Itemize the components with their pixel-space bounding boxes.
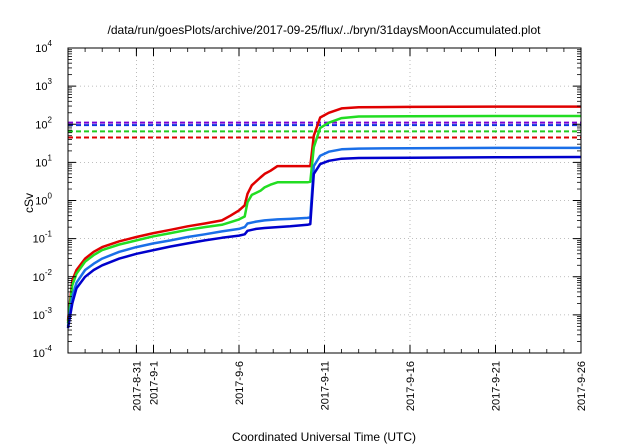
x-ticks: 2017-8-31 2017-9-1 2017-9-6 2017-9-11 2017-9… [67, 48, 588, 411]
y-tick-base: 10 [35, 43, 47, 55]
y-tick-label: 103 [35, 77, 52, 93]
y-tick-label: 10-4 [33, 344, 53, 360]
y-tick-base: 10 [33, 310, 45, 322]
y-tick-exponent: 4 [48, 39, 53, 48]
y-tick-base: 10 [33, 234, 45, 246]
grid [68, 47, 582, 354]
y-tick-label: 101 [35, 153, 52, 169]
x-tick-label: 2017-8-31 [131, 361, 143, 411]
x-tick-label: 2017-9-6 [234, 361, 246, 405]
series-line [66, 146, 581, 327]
y-tick-label: 10-1 [33, 230, 53, 246]
y-tick-base: 10 [35, 196, 47, 208]
series-line [66, 105, 581, 321]
chart-title: /data/run/goesPlots/archive/2017-09-25/f… [108, 23, 542, 37]
y-tick-exponent: 0 [48, 192, 53, 201]
series-line [66, 155, 582, 329]
y-tick-base: 10 [35, 81, 47, 93]
y-tick-exponent: 2 [48, 115, 53, 124]
y-tick-exponent: -2 [45, 268, 53, 277]
y-tick-exponent: -4 [45, 344, 53, 353]
series-group [66, 105, 582, 329]
y-tick-label: 104 [35, 39, 52, 55]
y-axis-label: cSv [22, 193, 36, 213]
y-tick-base: 10 [33, 348, 45, 360]
y-tick-label: 10-2 [33, 268, 53, 284]
y-tick-label: 100 [35, 192, 52, 208]
y-tick-label: 102 [35, 115, 52, 131]
y-tick-base: 10 [35, 157, 47, 169]
x-tick-label: 2017-9-1 [149, 361, 161, 405]
x-tick-label: 2017-9-26 [576, 361, 588, 411]
x-axis-label: Coordinated Universal Time (UTC) [232, 430, 416, 444]
y-tick-base: 10 [35, 119, 47, 131]
y-tick-exponent: -1 [45, 230, 53, 239]
y-tick-exponent: 3 [48, 77, 53, 86]
y-tick-label: 10-3 [33, 306, 53, 322]
x-tick-label: 2017-9-16 [405, 361, 417, 411]
x-tick-label: 2017-9-21 [491, 361, 503, 411]
y-tick-exponent: -3 [45, 306, 53, 315]
y-tick-base: 10 [33, 272, 45, 284]
series-line [66, 114, 581, 324]
y-tick-exponent: 1 [48, 153, 53, 162]
x-tick-label: 2017-9-11 [320, 361, 332, 410]
